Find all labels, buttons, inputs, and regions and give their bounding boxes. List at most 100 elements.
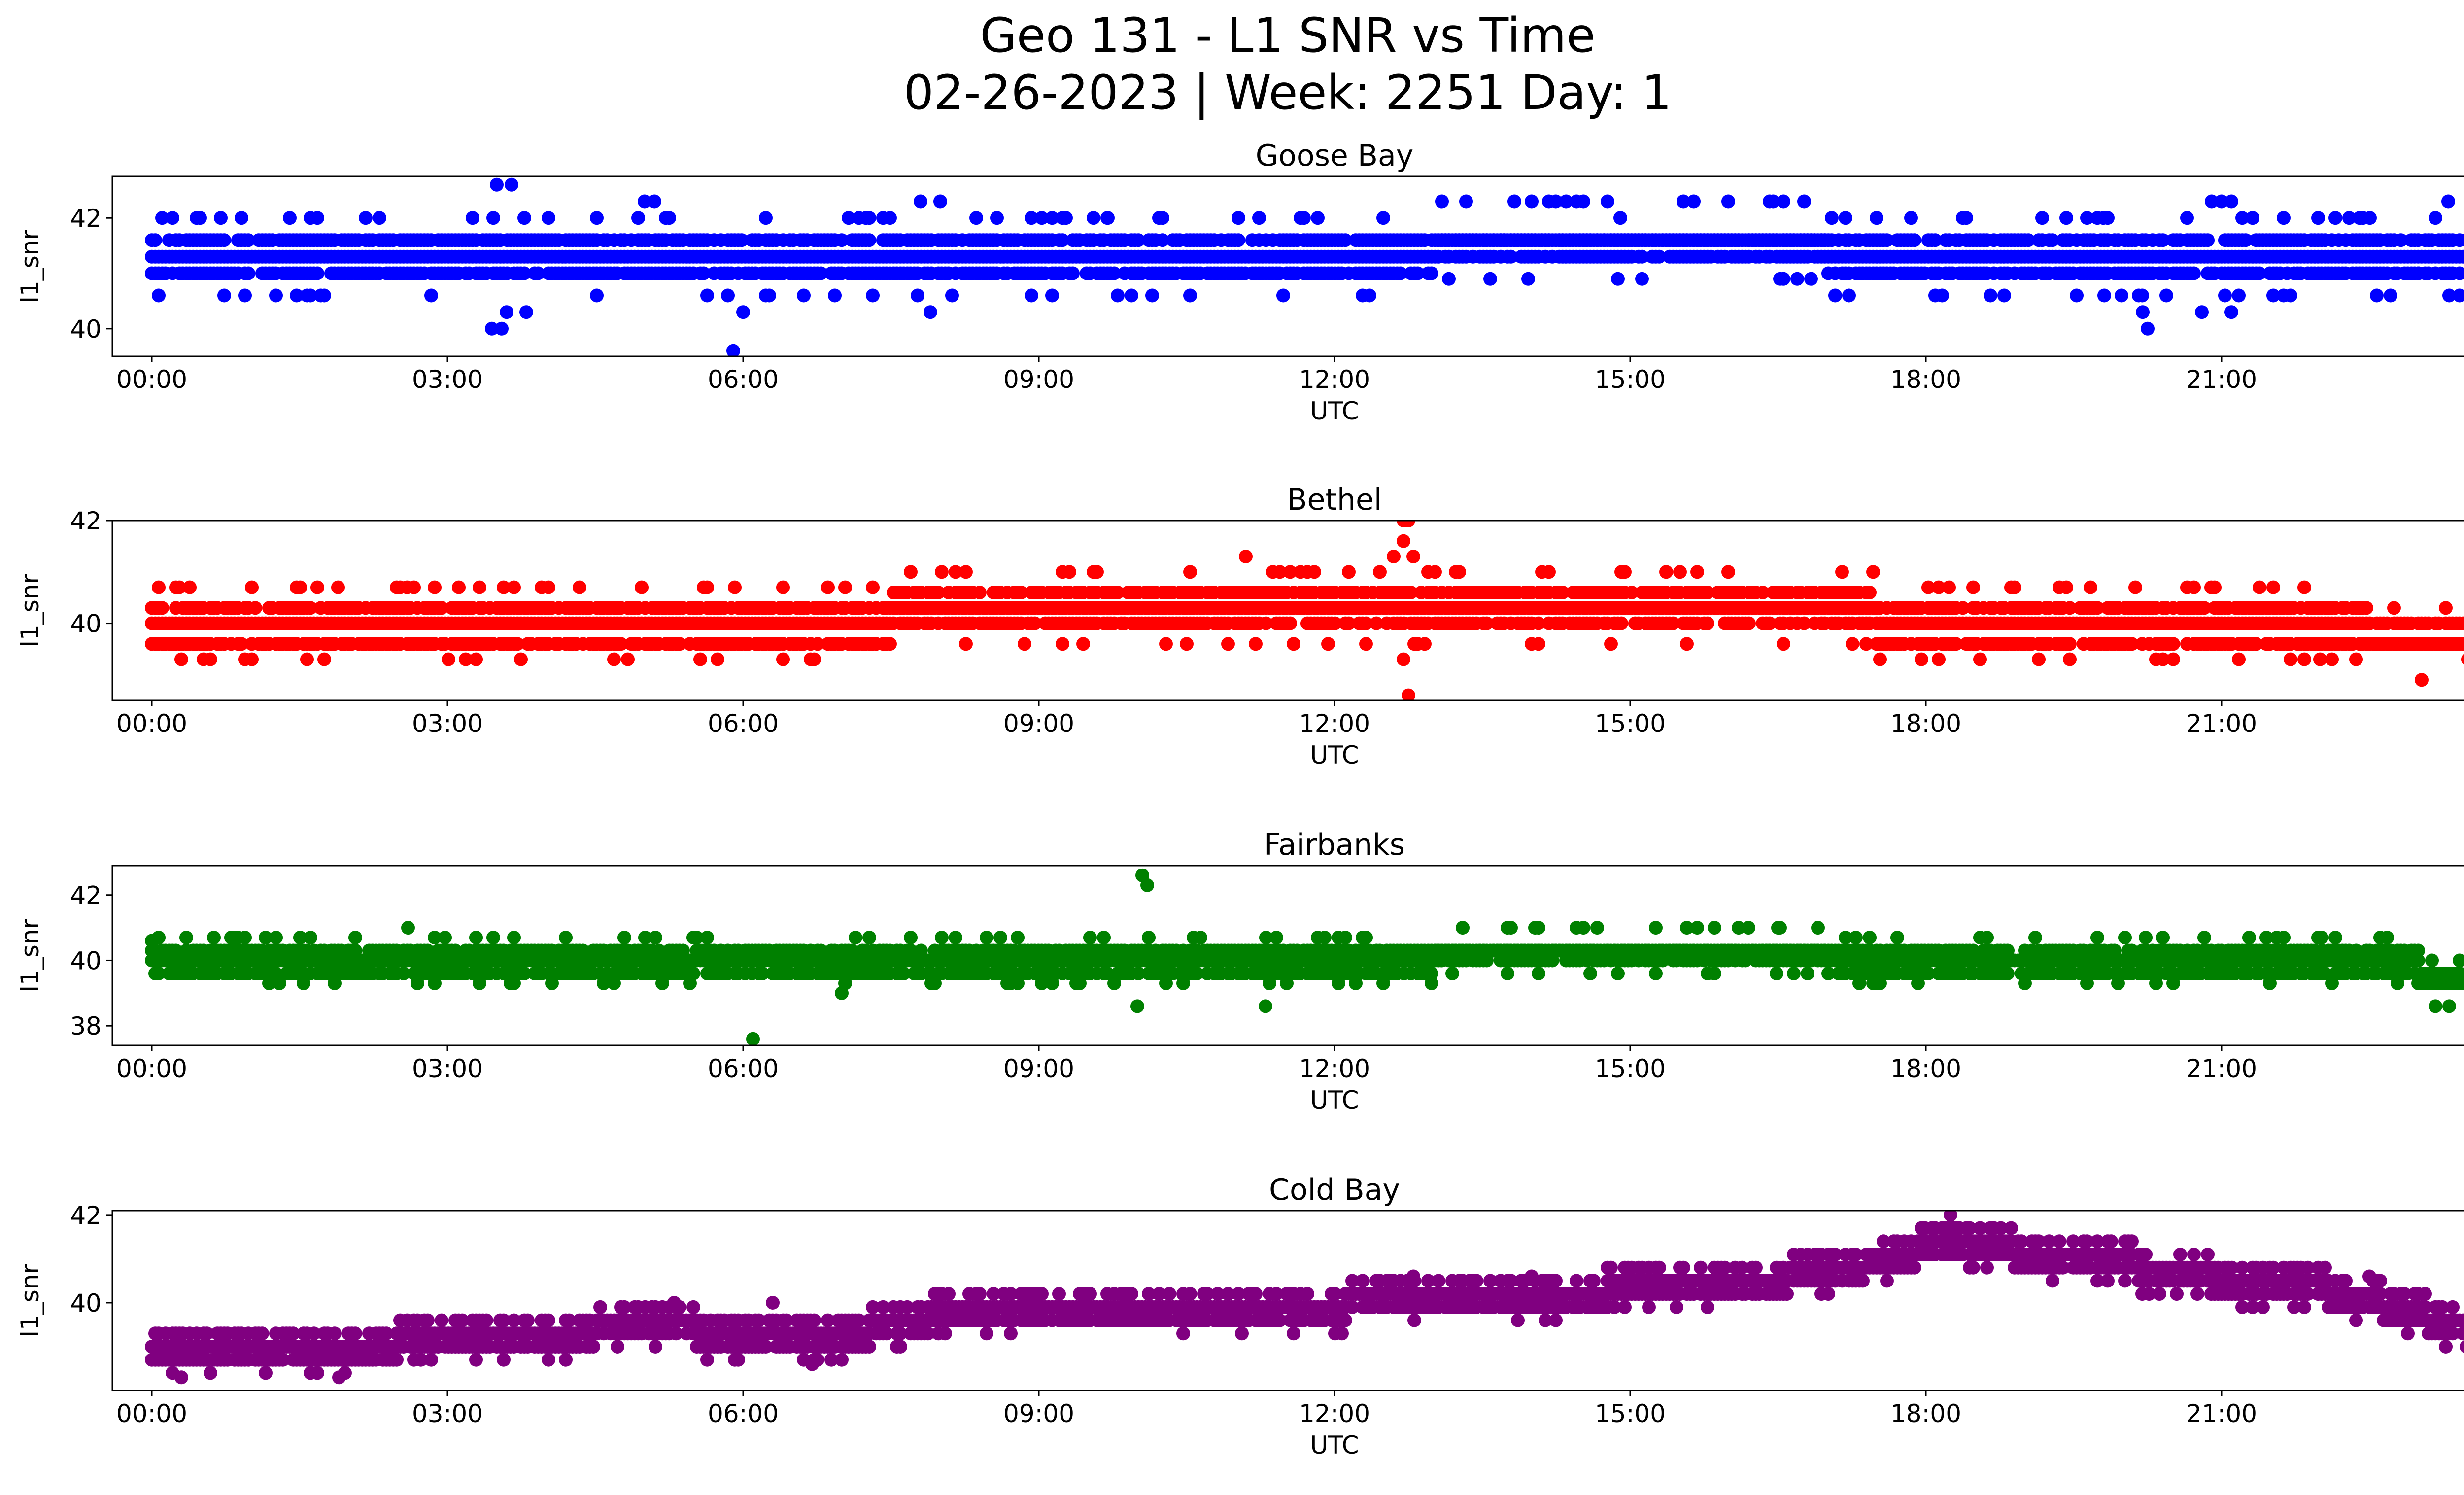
data-point xyxy=(148,233,162,247)
data-point xyxy=(2460,250,2464,263)
data-point xyxy=(373,211,386,225)
data-point xyxy=(310,580,324,594)
x-tick-label: 00:00 xyxy=(116,365,187,394)
data-point xyxy=(1087,211,1100,225)
data-point xyxy=(1604,637,1618,651)
figure-title-line-2: 02-26-2023 | Week: 2251 Day: 1 xyxy=(903,65,1672,120)
scatter-series xyxy=(145,177,2464,356)
data-point xyxy=(1635,272,1649,286)
data-point xyxy=(293,931,307,944)
data-point xyxy=(1221,637,1235,651)
data-point xyxy=(1880,233,1894,247)
data-point xyxy=(1276,288,1290,303)
data-point xyxy=(1559,194,1573,209)
data-point xyxy=(924,305,937,319)
data-point xyxy=(1507,194,1521,209)
data-point xyxy=(631,211,645,225)
data-point xyxy=(1180,637,1194,651)
data-point xyxy=(245,580,259,594)
data-point xyxy=(2166,652,2180,666)
data-point xyxy=(2205,194,2219,209)
data-point xyxy=(2159,288,2173,303)
data-point xyxy=(490,177,504,192)
data-point xyxy=(759,211,773,225)
x-tick-label: 06:00 xyxy=(708,365,779,394)
data-point xyxy=(1997,288,2011,303)
data-point xyxy=(179,931,193,944)
data-point xyxy=(990,211,1004,225)
data-point xyxy=(348,931,362,944)
data-point xyxy=(2442,288,2456,303)
data-point xyxy=(2070,288,2084,303)
data-point xyxy=(1321,637,1335,651)
data-point xyxy=(245,652,259,666)
data-point xyxy=(1259,616,1273,630)
data-point xyxy=(728,580,742,594)
figure-title-line-1: Geo 131 - L1 SNR vs Time xyxy=(980,8,1596,63)
x-axis-label: UTC xyxy=(1310,397,1359,425)
data-point xyxy=(2266,580,2280,594)
data-point xyxy=(1790,272,1804,286)
data-point xyxy=(1659,565,1673,579)
data-point xyxy=(1777,272,1790,286)
x-tick-label: 12:00 xyxy=(1299,365,1370,394)
data-point xyxy=(1870,211,1883,225)
data-point xyxy=(2224,194,2238,209)
data-point xyxy=(217,288,231,303)
data-point xyxy=(428,931,442,944)
data-point xyxy=(241,233,255,247)
data-point xyxy=(497,580,511,594)
x-tick-label: 21:00 xyxy=(2186,709,2257,738)
data-point xyxy=(2328,211,2342,225)
data-point xyxy=(755,967,769,980)
data-point xyxy=(2439,601,2453,615)
data-point xyxy=(821,580,835,594)
data-point xyxy=(1363,288,1376,303)
x-tick-label: 12:00 xyxy=(1299,709,1370,738)
data-point xyxy=(1825,211,1839,225)
data-point xyxy=(1973,652,1987,666)
data-point xyxy=(883,637,897,651)
data-point xyxy=(690,931,704,944)
data-point xyxy=(317,288,331,303)
data-point xyxy=(835,233,849,247)
data-point xyxy=(1666,616,1680,630)
data-point xyxy=(531,266,545,280)
x-tick-label: 06:00 xyxy=(708,709,779,738)
data-point xyxy=(1159,637,1173,651)
data-point xyxy=(711,652,724,666)
data-point xyxy=(1239,550,1253,563)
data-point xyxy=(2032,652,2046,666)
data-point xyxy=(2201,233,2215,247)
data-point xyxy=(1721,194,1735,209)
data-point xyxy=(2080,211,2094,225)
data-point xyxy=(883,211,897,225)
data-point xyxy=(1100,967,1114,980)
data-point xyxy=(1614,616,1628,630)
data-point xyxy=(1373,565,1387,579)
data-point xyxy=(2232,652,2246,666)
data-point xyxy=(1480,616,1494,630)
data-point xyxy=(969,211,983,225)
data-point xyxy=(317,652,331,666)
data-point xyxy=(2128,580,2142,594)
data-point xyxy=(428,580,442,594)
data-point xyxy=(2046,233,2059,247)
data-point xyxy=(1369,616,1383,630)
data-point xyxy=(2297,580,2311,594)
data-point xyxy=(2156,233,2170,247)
data-point xyxy=(1342,616,1356,630)
data-point xyxy=(559,931,573,944)
data-point xyxy=(2349,652,2363,666)
data-point xyxy=(238,288,252,303)
data-point xyxy=(2059,580,2073,594)
data-point xyxy=(617,931,631,944)
data-point xyxy=(1797,616,1811,630)
data-point xyxy=(2429,211,2442,225)
data-point xyxy=(1311,211,1325,225)
data-point xyxy=(935,565,949,579)
data-point xyxy=(1613,211,1627,225)
data-point xyxy=(283,211,297,225)
data-point xyxy=(217,233,231,247)
data-point xyxy=(2239,233,2253,247)
